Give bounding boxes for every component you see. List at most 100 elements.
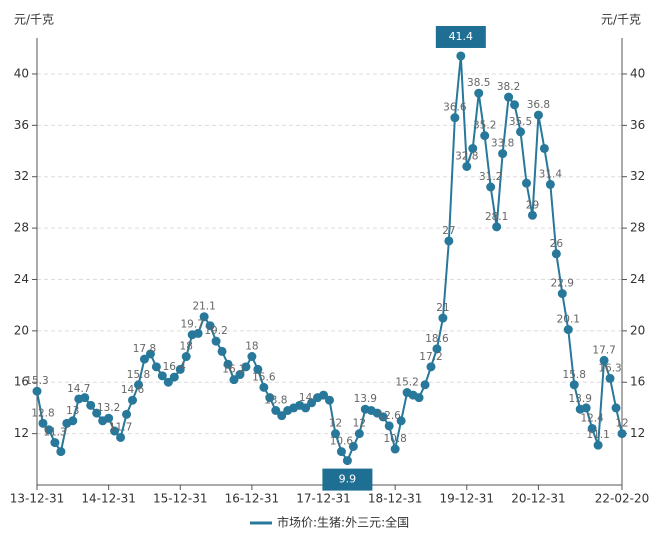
value-label: 17.7 (592, 344, 615, 356)
point (450, 113, 460, 123)
point (354, 429, 364, 439)
point (193, 328, 203, 338)
point (157, 371, 167, 381)
point (480, 131, 490, 141)
point (104, 413, 114, 423)
value-label: 17.2 (419, 351, 442, 363)
y-tick-label: 32 (14, 169, 29, 183)
value-label: 36.6 (443, 102, 467, 114)
point (390, 444, 400, 454)
point (330, 429, 340, 439)
point (175, 364, 185, 374)
point (516, 127, 526, 137)
value-label: 18 (245, 341, 258, 353)
value-label: 28.1 (485, 211, 508, 223)
value-label: 13 (66, 405, 79, 417)
value-label: 11.7 (109, 421, 132, 433)
point (492, 222, 502, 232)
point (253, 364, 263, 374)
value-label: 12.8 (31, 407, 54, 419)
point (128, 395, 138, 405)
point (133, 380, 143, 390)
point (504, 92, 514, 102)
y-tick-label: 36 (14, 118, 29, 132)
point (539, 143, 549, 153)
value-label: 35.5 (509, 116, 532, 128)
value-label: 14 (299, 392, 313, 404)
point (611, 403, 621, 413)
value-label: 15.8 (127, 369, 150, 381)
value-label: 16.2 (222, 364, 245, 376)
y2-tick-label: 32 (630, 169, 645, 183)
point (545, 179, 555, 189)
point (426, 362, 436, 372)
point (563, 325, 573, 335)
point (581, 403, 591, 413)
point (277, 411, 287, 421)
value-label: 12.4 (580, 412, 604, 424)
y2-tick-label: 28 (630, 221, 645, 235)
point (325, 395, 334, 405)
extreme-box (322, 468, 373, 491)
extreme-box (435, 25, 486, 48)
point (271, 406, 281, 415)
value-label: 38.2 (497, 81, 520, 93)
value-label: 19.2 (204, 325, 227, 337)
y-tick-label: 12 (14, 426, 29, 440)
point (199, 312, 209, 322)
y2-tick-label: 20 (630, 323, 645, 337)
value-label: 11.1 (586, 429, 609, 441)
x-tick-label: 14-12-31 (81, 492, 135, 506)
point (432, 344, 442, 354)
point (139, 354, 149, 364)
value-label: 13.8 (264, 395, 287, 407)
point (438, 313, 448, 323)
value-label: 21.1 (192, 301, 215, 313)
point (498, 149, 508, 159)
value-label: 17.8 (133, 343, 156, 355)
x-tick-label: 17-12-31 (296, 492, 350, 506)
point (92, 408, 102, 418)
point (145, 349, 155, 359)
value-label: 12 (615, 418, 628, 430)
point (342, 456, 352, 466)
point (348, 441, 358, 451)
point (301, 403, 311, 413)
point (396, 416, 406, 426)
point (217, 346, 227, 356)
extreme-label: 41.4 (449, 30, 474, 43)
value-label: 15.6 (252, 371, 276, 383)
point (205, 321, 215, 331)
point (462, 161, 472, 171)
x-tick-label: 16-12-31 (225, 492, 279, 506)
point (378, 412, 388, 422)
value-label: 11.3 (43, 427, 66, 439)
value-label: 13.9 (569, 393, 592, 405)
point (223, 359, 233, 369)
legend-label: 市场价:生猪:外三元:全国 (277, 515, 409, 530)
point (486, 182, 496, 192)
value-label: 15.2 (395, 377, 418, 389)
value-label: 10.6 (330, 436, 354, 448)
point (414, 393, 424, 403)
point (235, 370, 245, 380)
x-tick-label: 15-12-31 (153, 492, 207, 506)
point (599, 355, 609, 365)
point (44, 425, 54, 435)
point (86, 400, 96, 410)
point (122, 409, 132, 419)
point (116, 432, 126, 442)
value-label: 18.6 (425, 333, 449, 345)
y2-axis-label: 元/千克 (601, 13, 641, 27)
point (50, 438, 60, 448)
point (605, 373, 615, 383)
y2-tick-label: 16 (630, 375, 645, 389)
point (151, 362, 161, 372)
point (551, 249, 561, 259)
y2-tick-label: 12 (630, 426, 645, 440)
value-label: 13.2 (97, 402, 120, 414)
point (307, 398, 317, 408)
y-axis-label: 元/千克 (14, 13, 54, 27)
point (247, 352, 257, 362)
